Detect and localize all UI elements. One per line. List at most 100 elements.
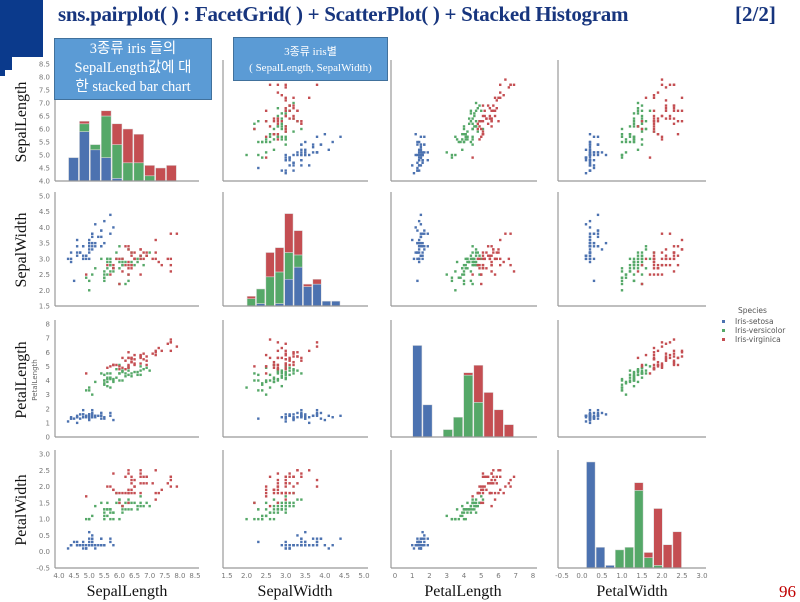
scatter-point	[676, 356, 680, 360]
scatter-point	[75, 238, 79, 242]
scatter-point	[421, 151, 424, 154]
scatter-point	[588, 251, 592, 254]
histogram-bar	[412, 345, 423, 438]
scatter-point	[485, 251, 488, 254]
row-label-sepal-length: SepalLength	[13, 81, 30, 163]
scatter-point	[481, 472, 485, 475]
scatter-point	[668, 263, 672, 267]
scatter-point	[280, 416, 283, 419]
scatter-point	[296, 369, 299, 372]
x-tick-label: 4.0	[53, 572, 64, 580]
scatter-point	[130, 372, 133, 375]
scatter-point	[499, 91, 502, 94]
scatter-point	[416, 279, 419, 283]
scatter-point	[130, 267, 133, 270]
scatter-point	[85, 547, 88, 550]
scatter-point	[480, 127, 483, 131]
scatter-point	[664, 254, 668, 257]
y-tick-label: 8	[46, 321, 50, 329]
y-tick-label: 2.5	[39, 467, 50, 475]
scatter-point	[469, 254, 473, 257]
scatter-point	[485, 475, 488, 478]
callout-line: ( SepalLength, SepalWidth)	[249, 62, 372, 74]
scatter-point	[304, 153, 307, 157]
x-tick-label: 4.0	[319, 572, 330, 580]
scatter-point	[124, 501, 127, 505]
scatter-point	[417, 148, 421, 151]
page-indicator: [2/2]	[735, 2, 776, 26]
scatter-point	[588, 232, 592, 235]
scatter-point	[276, 114, 280, 118]
scatter-point	[127, 273, 130, 276]
scatter-point	[139, 257, 142, 261]
scatter-point	[423, 248, 426, 251]
scatter-point	[596, 153, 600, 157]
scatter-point	[91, 232, 94, 235]
scatter-point	[490, 504, 493, 508]
scatter-point	[462, 125, 466, 128]
scatter-point	[636, 107, 640, 110]
scatter-point	[319, 411, 323, 415]
scatter-point	[454, 517, 457, 521]
scatter-point	[636, 380, 640, 384]
scatter-point	[253, 501, 256, 505]
scatter-point	[142, 263, 145, 267]
scatter-point	[414, 226, 417, 229]
scatter-point	[276, 363, 280, 367]
scatter-point	[130, 491, 133, 495]
scatter-point	[636, 109, 640, 112]
y-tick-label: 4	[46, 377, 51, 385]
scatter-point	[327, 148, 330, 151]
scatter-point	[416, 143, 419, 146]
scatter-point	[264, 366, 268, 369]
scatter-point	[315, 408, 319, 412]
scatter-point	[264, 156, 268, 159]
scatter-point	[462, 133, 466, 136]
scatter-point	[632, 372, 636, 375]
histogram-bar	[331, 300, 341, 307]
scatter-point	[640, 282, 644, 286]
scatter-point	[315, 345, 319, 348]
callout-stacked-histogram: 3종류 iris 들의 SepalLength값에 대 한 stacked ba…	[54, 38, 212, 100]
scatter-point	[664, 358, 668, 361]
scatter-point	[416, 544, 419, 547]
col-label-petal-width: PetalWidth	[596, 583, 668, 600]
scatter-point	[300, 164, 303, 167]
scatter-point	[592, 241, 596, 245]
x-tick-label: 7.0	[144, 572, 155, 580]
scatter-point	[268, 140, 272, 144]
y-tick-label: 2.0	[39, 483, 50, 491]
scatter-point	[490, 120, 493, 123]
y-tick-label: 3.0	[39, 451, 50, 459]
scatter-point	[588, 219, 592, 223]
scatter-point	[469, 511, 473, 514]
scatter-point	[652, 120, 656, 123]
scatter-point	[88, 248, 91, 251]
scatter-point	[315, 341, 319, 344]
scatter-point	[308, 421, 311, 425]
scatter-point	[109, 411, 112, 415]
scatter-point	[588, 254, 592, 257]
scatter-point	[588, 245, 592, 248]
scatter-point	[288, 356, 291, 360]
scatter-point	[169, 232, 173, 235]
scatter-point	[419, 232, 423, 235]
scatter-point	[145, 363, 148, 367]
scatter-point	[323, 544, 327, 547]
scatter-point	[419, 235, 423, 239]
scatter-point	[471, 251, 474, 254]
scatter-point	[676, 120, 680, 123]
scatter-point	[596, 143, 600, 146]
scatter-point	[308, 469, 311, 472]
scatter-point	[419, 143, 423, 146]
scatter-point	[652, 130, 656, 133]
scatter-point	[139, 353, 142, 357]
scatter-point	[284, 413, 287, 416]
scatter-point	[280, 491, 283, 495]
legend-item-setosa: Iris-setosa	[718, 317, 785, 326]
scatter-point	[504, 78, 507, 81]
scatter-point	[416, 153, 419, 157]
scatter-point	[288, 156, 291, 159]
scatter-point	[499, 83, 502, 86]
scatter-point	[486, 245, 490, 248]
